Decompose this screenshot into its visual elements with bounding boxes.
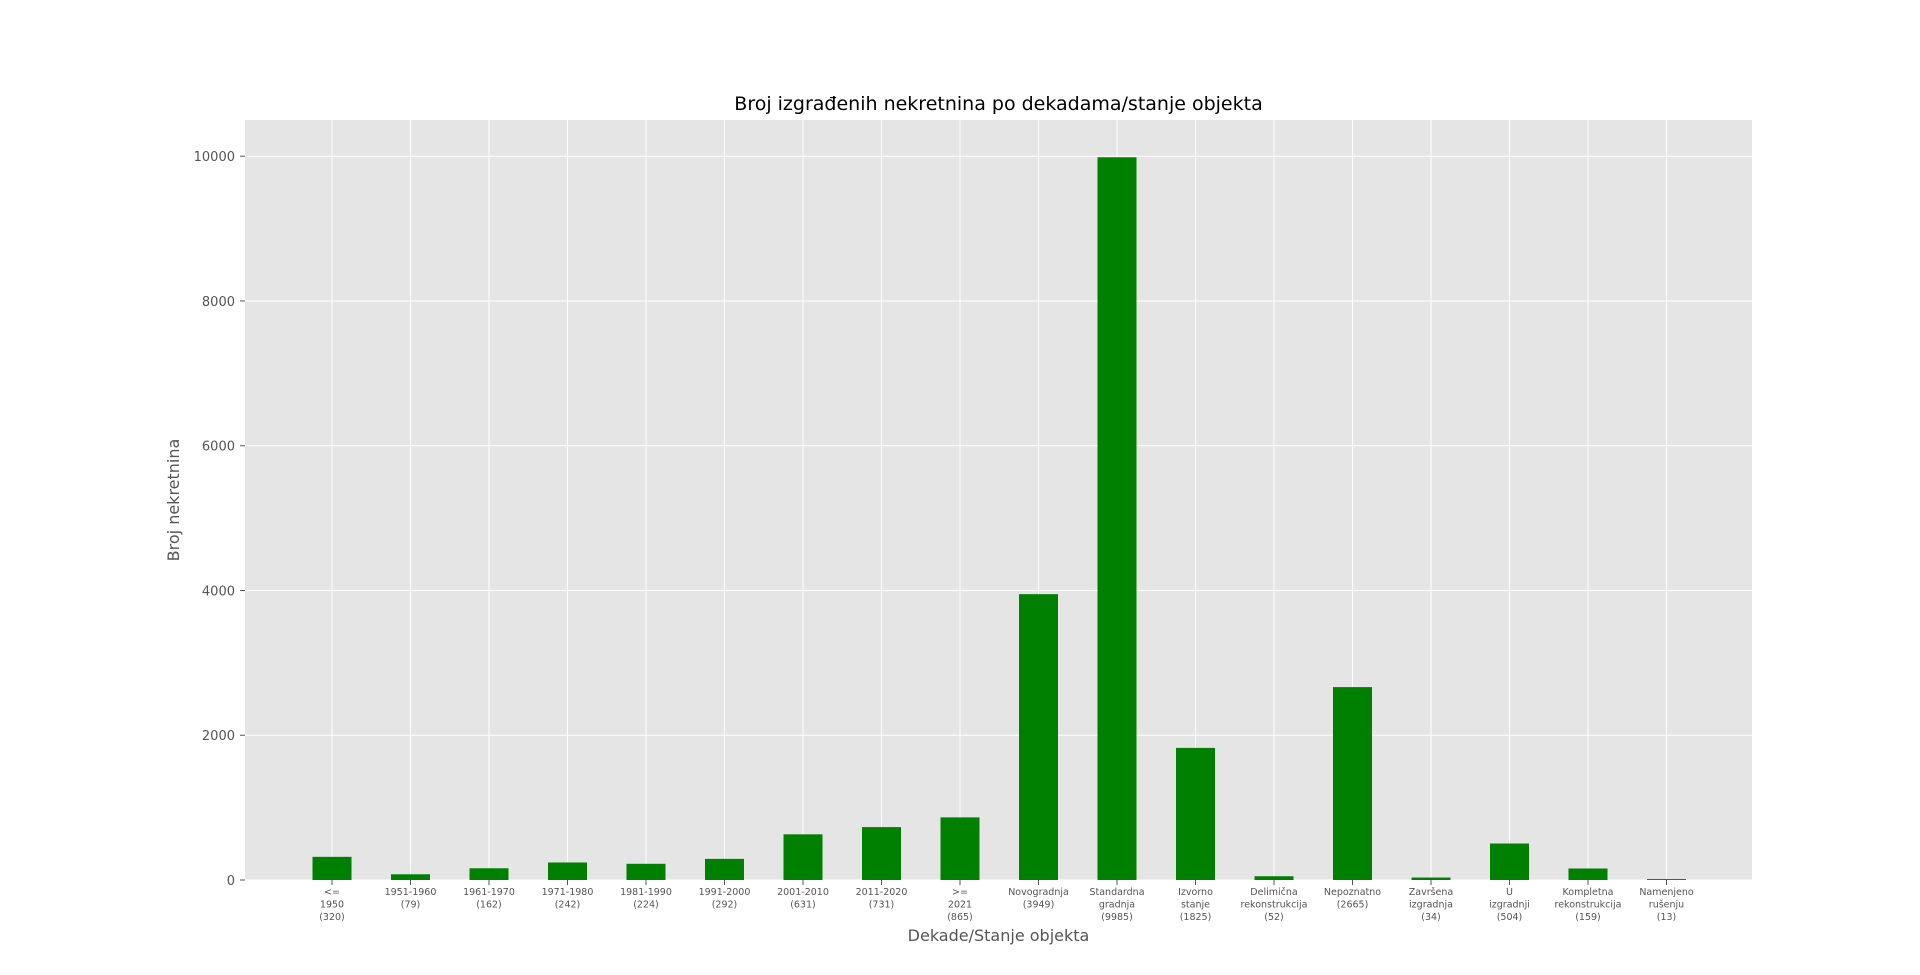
x-tick-label-line: (159): [1575, 912, 1601, 923]
y-tick-label: 2000: [202, 729, 235, 744]
x-tick-label-line: 1991-2000: [699, 887, 751, 898]
x-tick-label-line: Namenjeno: [1639, 887, 1694, 898]
x-tick-label: >= 2021 (865): [947, 887, 973, 923]
x-tick-label: 1991-2000 (292): [699, 887, 751, 911]
bar: [1411, 877, 1451, 880]
x-tick-label-line: 2001-2010: [777, 887, 829, 898]
x-tick-label: Nepoznatno (2665): [1324, 887, 1381, 911]
x-tick-label-line: (242): [555, 900, 581, 911]
x-tick-label: 1961-1970 (162): [463, 887, 515, 911]
bar: [391, 874, 430, 880]
x-tick-label-line: stanje: [1181, 900, 1210, 911]
x-tick-label-line: (1825): [1180, 912, 1212, 923]
bar: [705, 858, 744, 880]
x-tick-label-line: rekonstrukcija: [1241, 900, 1308, 911]
x-tick-label-line: 1961-1970: [463, 887, 515, 898]
x-tick-label-line: 2021: [948, 900, 972, 911]
x-tick-label-line: Kompletna: [1563, 887, 1614, 898]
x-tick-label-line: (52): [1264, 912, 1284, 923]
bar: [1176, 747, 1215, 880]
x-tick-label: Kompletna rekonstrukcija (159): [1555, 887, 1622, 923]
grid-lines: [245, 120, 1752, 881]
x-tick-label-line: (9985): [1101, 912, 1133, 923]
x-tick-label-line: 1951-1960: [385, 887, 437, 898]
x-tick-label-line: (2665): [1337, 900, 1369, 911]
bar: [1647, 879, 1686, 880]
bar: [862, 827, 901, 880]
x-tick-label-line: (3949): [1023, 900, 1055, 911]
x-tick-label-line: gradnja: [1099, 900, 1135, 911]
chart-title: Broj izgrađenih nekretnina po dekadama/s…: [734, 93, 1262, 115]
x-tick-label-line: rušenju: [1649, 900, 1684, 911]
y-tick-label: 4000: [202, 584, 235, 599]
x-tick-label-line: 2011-2020: [856, 887, 908, 898]
x-tick-label-line: (320): [319, 912, 345, 923]
x-tick-label: 2011-2020 (731): [856, 887, 908, 911]
x-tick-label: Završena izgradnja (34): [1409, 887, 1454, 923]
x-tick-label-line: (34): [1421, 912, 1441, 923]
x-tick-label-line: Završena: [1409, 887, 1454, 898]
x-tick-label: 1971-1980 (242): [542, 887, 594, 911]
bar: [1568, 868, 1608, 880]
x-tick-label-line: U: [1506, 887, 1513, 898]
x-tick-label-line: Izvorno: [1178, 887, 1213, 898]
x-tick-label: Delimična rekonstrukcija (52): [1241, 887, 1308, 923]
x-tick-label-line: (162): [476, 900, 502, 911]
plot-area: [245, 120, 1752, 880]
x-tick-label-line: (865): [947, 912, 973, 923]
x-tick-label: <= 1950 (320): [319, 887, 345, 923]
x-tick-label-line: (13): [1657, 912, 1677, 923]
x-tick-label-line: 1981-1990: [620, 887, 672, 898]
x-tick-label-line: (731): [869, 900, 895, 911]
x-tick-label-line: <=: [324, 887, 340, 898]
x-tick-label-line: Standardna: [1089, 887, 1144, 898]
x-axis-ticks: <= 1950 (320)1951-1960 (79)1961-1970 (162)19…: [319, 880, 1694, 923]
bar: [1254, 876, 1294, 880]
x-tick-label-line: 1950: [320, 900, 344, 911]
x-tick-label-line: 1971-1980: [542, 887, 594, 898]
x-tick-label-line: >=: [952, 887, 968, 898]
x-tick-label-line: rekonstrukcija: [1555, 900, 1622, 911]
bar: [548, 862, 587, 880]
bar: [1333, 687, 1372, 880]
x-tick-label-line: (292): [712, 900, 738, 911]
y-tick-label: 8000: [202, 295, 235, 310]
bars: [312, 157, 1686, 880]
bar: [1097, 157, 1137, 880]
bar: [783, 834, 823, 880]
y-axis-ticks: 0 2000 4000 6000 8000 10000: [194, 150, 245, 889]
y-axis-label: Broj nekretnina: [164, 439, 183, 562]
x-tick-label: 1981-1990 (224): [620, 887, 672, 911]
x-tick-label-line: (504): [1497, 912, 1523, 923]
bar: [1490, 843, 1529, 880]
bar: [469, 868, 509, 880]
x-tick-label-line: Nepoznatno: [1324, 887, 1381, 898]
x-tick-label-line: izgradnji: [1489, 900, 1530, 911]
x-tick-label: Standardna gradnja (9985): [1089, 887, 1144, 923]
bar: [1019, 594, 1058, 880]
x-tick-label: Namenjeno rušenju (13): [1639, 887, 1694, 923]
x-axis-label: Dekade/Stanje objekta: [908, 926, 1090, 945]
x-tick-label-line: Delimična: [1250, 887, 1297, 898]
x-tick-label-line: izgradnja: [1409, 900, 1453, 911]
x-tick-label: 2001-2010 (631): [777, 887, 829, 911]
bar: [626, 863, 666, 880]
x-tick-label-line: Novogradnja: [1008, 887, 1069, 898]
y-tick-label: 10000: [194, 150, 235, 165]
y-tick-label: 6000: [202, 440, 235, 455]
bar: [940, 817, 980, 880]
x-tick-label-line: (631): [790, 900, 816, 911]
y-tick-label: 0: [227, 874, 235, 889]
x-tick-label-line: (224): [633, 900, 659, 911]
x-tick-label: 1951-1960 (79): [385, 887, 437, 911]
x-tick-label: Izvorno stanje (1825): [1178, 887, 1213, 923]
x-tick-label-line: (79): [401, 900, 421, 911]
x-tick-label: Novogradnja (3949): [1008, 887, 1069, 911]
bar: [312, 856, 352, 880]
